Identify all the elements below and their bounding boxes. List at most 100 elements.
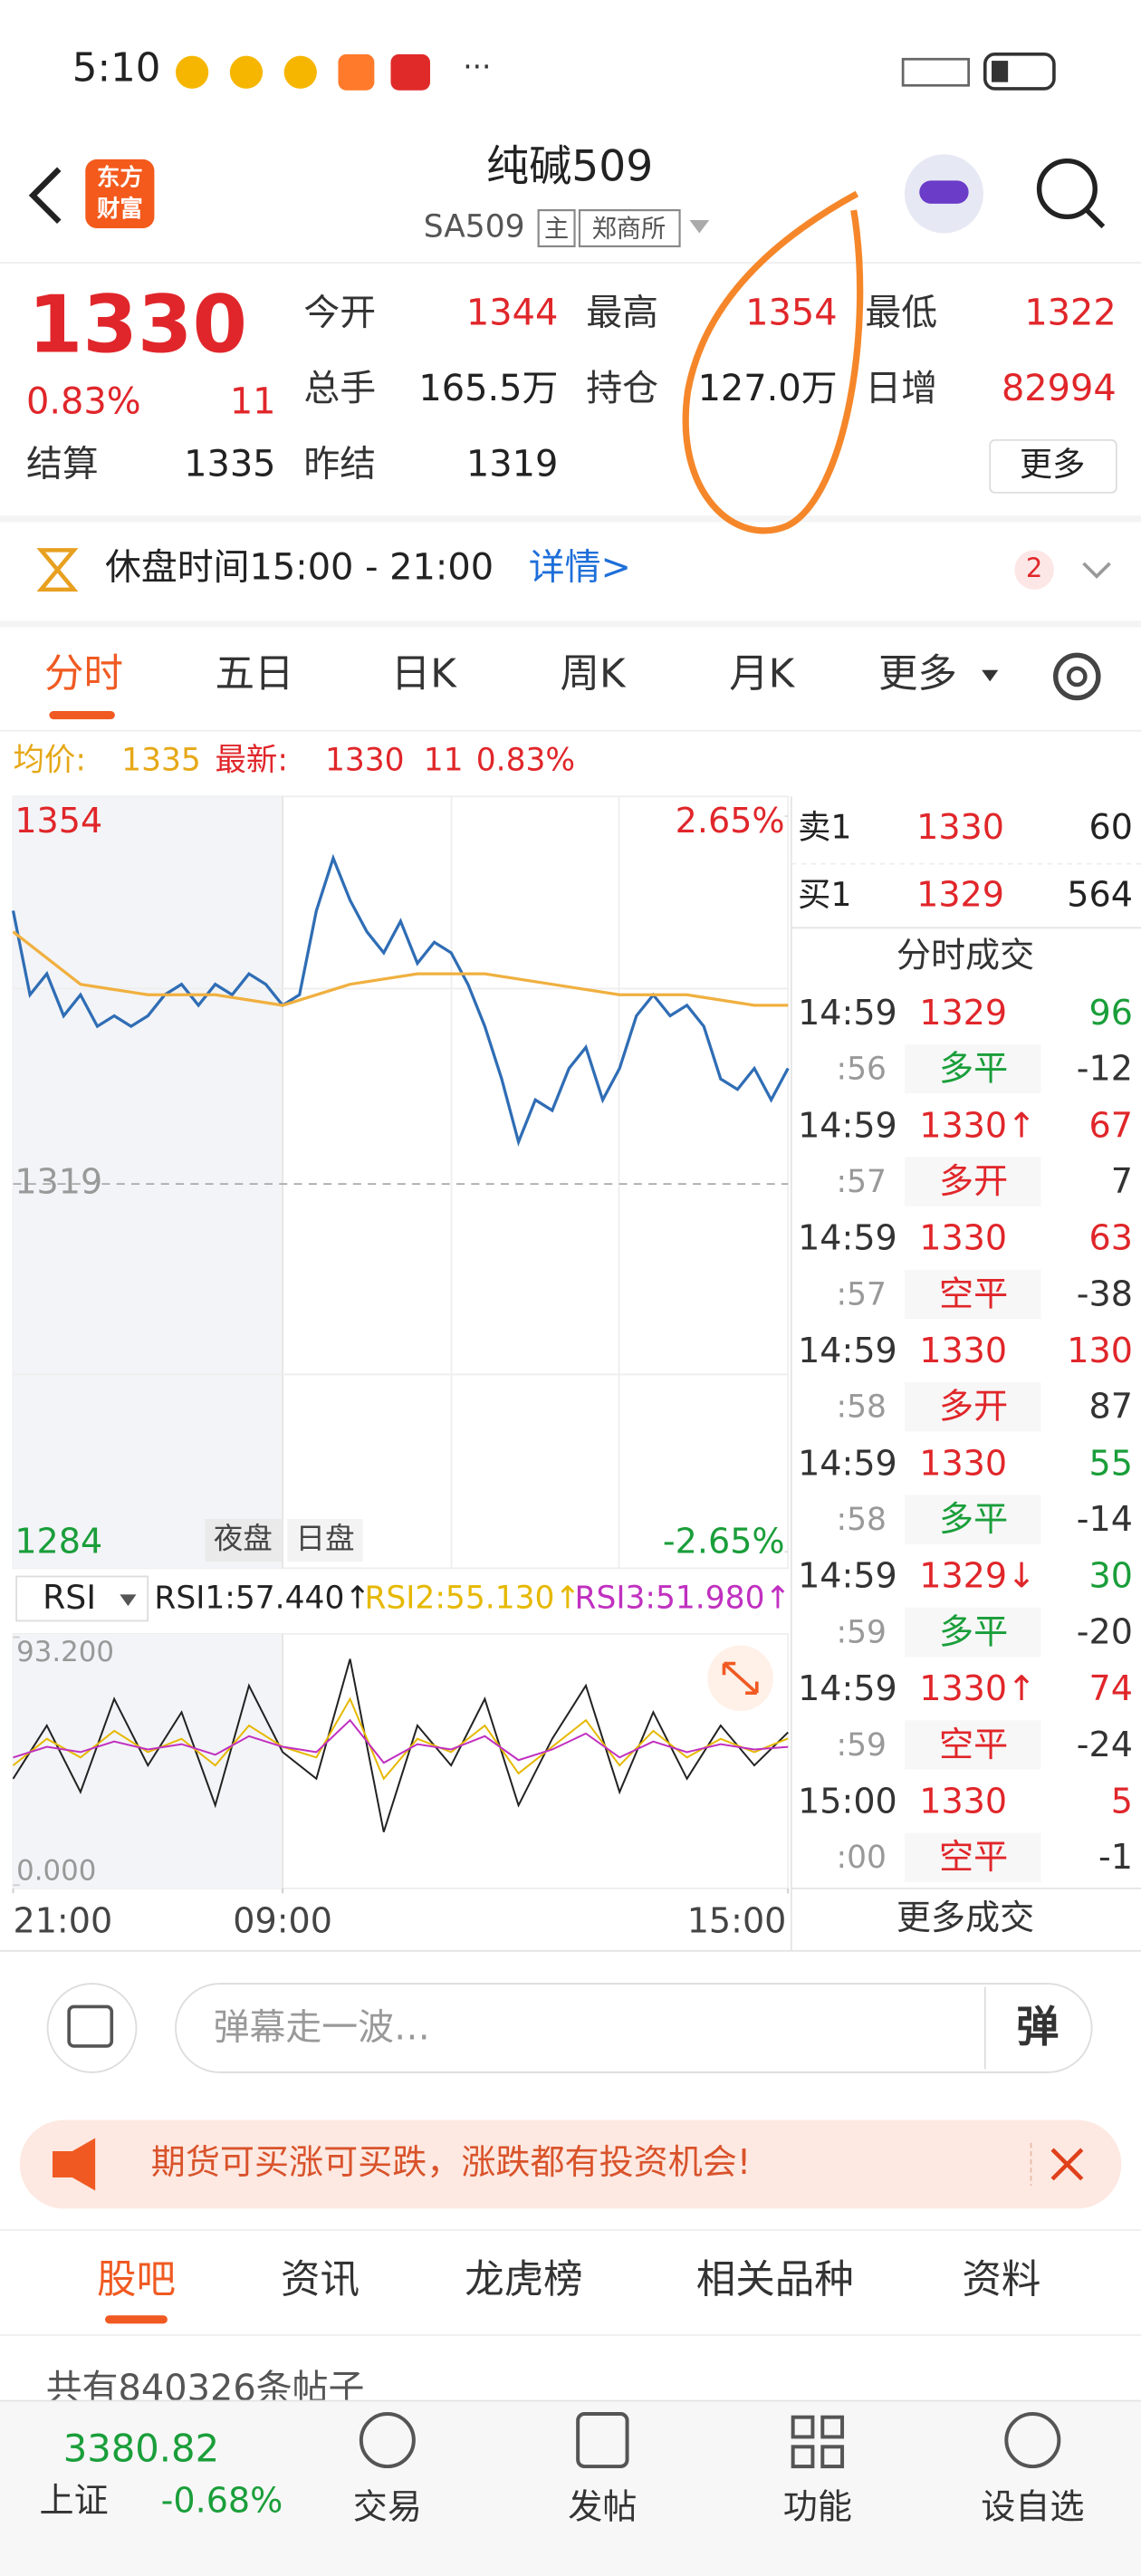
bottom-bar (0, 2400, 1141, 2576)
trade-kind: 多平 (939, 1499, 1008, 1539)
trade-kind: 空平 (939, 1837, 1008, 1877)
change-pct: 0.83% (26, 380, 141, 422)
search-icon[interactable] (1036, 158, 1098, 220)
trade-volume: 96 (1088, 993, 1132, 1033)
search-handle (1085, 208, 1106, 229)
trade-subtime: :58 (837, 1389, 887, 1426)
legend-entry: RSI3:51.980↑ (575, 1580, 791, 1616)
trade-time: 15:00 (798, 1781, 897, 1821)
content-tab[interactable]: 相关品种 (696, 2258, 854, 2303)
trade-time: 14:59 (798, 1443, 897, 1483)
field-label: 结算 (26, 443, 99, 485)
notice-link[interactable]: 详情> (529, 547, 631, 589)
more-trades[interactable]: 更多成交 (896, 1898, 1034, 1937)
indicator-name[interactable]: RSI (43, 1578, 96, 1617)
field-value: 1319 (466, 443, 558, 485)
chart-tab[interactable]: 月K (729, 651, 795, 697)
status-icons: ··· (175, 50, 1056, 91)
expand-icon[interactable] (1082, 562, 1111, 579)
settings-icon[interactable] (1053, 652, 1101, 701)
index-name: 上证 (40, 2480, 109, 2520)
dropdown-arrow[interactable] (689, 219, 710, 234)
danmaku-icon[interactable] (46, 1983, 138, 2073)
danmaku-glyph (67, 2004, 114, 2048)
tag-box (537, 208, 576, 248)
trade-volume: 55 (1088, 1443, 1132, 1483)
field-value: 1354 (745, 293, 837, 334)
content-tab[interactable]: 龙虎榜 (465, 2258, 583, 2303)
content-tab[interactable]: 资讯 (281, 2258, 360, 2303)
book-side: 买1 (798, 875, 851, 914)
trade-kind: 空平 (939, 1725, 1008, 1764)
nav-item[interactable]: 交易 (353, 2487, 422, 2527)
chart-tab[interactable]: 更多 (878, 651, 957, 697)
more-button-text[interactable]: 更多 (1020, 445, 1086, 484)
series-line (13, 1718, 789, 1764)
nav-item[interactable]: 发帖 (568, 2487, 637, 2527)
nav-item[interactable]: 设自选 (981, 2487, 1084, 2527)
trade-kind-bg (904, 1495, 1041, 1544)
legend-entry: RSI1:57.440↑ (154, 1580, 370, 1616)
trade-price: 1330↑ (919, 1105, 1036, 1145)
y-tick-label: 1319 (14, 1162, 102, 1202)
field-value: 82994 (1002, 368, 1117, 409)
summary-item: 0.83% (476, 743, 575, 779)
hourglass-icon (36, 548, 79, 592)
legend-entry: RSI2:55.130↑ (364, 1580, 580, 1616)
field-value: 1344 (466, 293, 558, 334)
summary-item: 均价: (14, 743, 86, 779)
chart-tab[interactable]: 五日 (216, 651, 294, 697)
summary-item: 1335 (121, 743, 201, 779)
badge (1014, 550, 1054, 590)
more-button[interactable] (989, 438, 1117, 494)
trade-change: -24 (1077, 1725, 1133, 1764)
field-value: 165.5万 (418, 368, 558, 409)
danmaku-button[interactable]: 弹 (1016, 2003, 1059, 2052)
index-value[interactable]: 3380.82 (63, 2427, 219, 2471)
svg-text:···: ··· (463, 50, 491, 84)
trade-volume: 67 (1088, 1105, 1132, 1145)
chart-tab[interactable]: 日K (391, 651, 457, 697)
x-tick-label: 21:00 (14, 1900, 113, 1940)
chart-tab[interactable]: 分时 (44, 651, 123, 697)
field-label: 昨结 (303, 443, 376, 485)
trade-price: 1330 (919, 1443, 1007, 1483)
trade-kind: 多平 (939, 1611, 1008, 1651)
close-button[interactable] (1050, 2148, 1084, 2181)
back-button[interactable] (28, 167, 62, 225)
tag: 主 (544, 215, 569, 243)
trade-volume: 130 (1067, 1331, 1133, 1370)
content-tab[interactable]: 股吧 (97, 2258, 176, 2303)
tag: 郑商所 (592, 215, 666, 243)
dropdown-arrow (120, 1594, 137, 1607)
dropdown-arrow (982, 669, 999, 682)
status-time: 5:10 (72, 45, 161, 91)
badge-text: 2 (1026, 553, 1042, 583)
y-tick-label: 93.200 (16, 1636, 114, 1668)
logo-text: 东方 (97, 164, 143, 191)
y-tick-label: 1354 (14, 801, 102, 841)
x-tick-label: 15:00 (687, 1900, 787, 1940)
trade-subtime: :59 (837, 1727, 887, 1764)
comment-placeholder[interactable]: 弹幕走一波… (214, 2006, 430, 2048)
banner-text[interactable]: 期货可买涨可买跌，涨跌都有投资机会! (151, 2142, 751, 2182)
comment-input[interactable] (175, 1983, 1093, 2073)
trade-volume: 30 (1088, 1556, 1132, 1596)
chart-tab[interactable]: 周K (560, 651, 626, 697)
field-value: 1335 (184, 443, 275, 485)
nav-item[interactable]: 功能 (783, 2487, 852, 2527)
night-session (13, 1633, 283, 1889)
divider (0, 620, 1141, 628)
series-line (12, 930, 789, 1007)
contract-code: SA509 (424, 209, 525, 245)
banner-bg[interactable] (19, 2119, 1122, 2209)
trade-price: 1330 (919, 1218, 1007, 1258)
trade-subtime: :57 (837, 1276, 887, 1312)
book-price: 1329 (916, 874, 1004, 914)
trade-kind-bg (904, 1157, 1041, 1206)
trade-time: 14:59 (798, 1331, 897, 1370)
logo[interactable] (85, 159, 155, 229)
trade-kind-bg (904, 1832, 1041, 1883)
trade-change: 87 (1088, 1387, 1132, 1427)
content-tab[interactable]: 资料 (962, 2258, 1040, 2303)
